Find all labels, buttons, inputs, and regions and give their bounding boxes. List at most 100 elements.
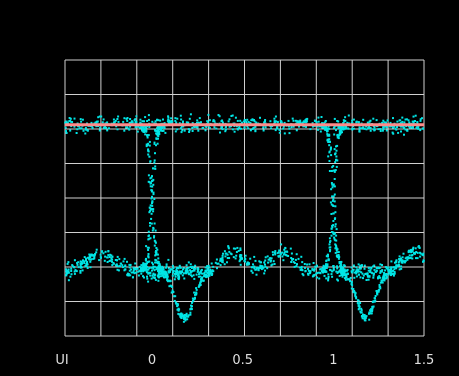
trace-point — [399, 122, 402, 125]
trace-point — [412, 126, 414, 129]
trace-point — [234, 116, 237, 119]
trace-point — [325, 255, 328, 258]
trace-point — [375, 290, 378, 292]
trace-point — [297, 257, 300, 260]
trace-point — [346, 268, 349, 271]
trace-point — [329, 147, 332, 150]
trace-point — [400, 130, 402, 133]
trace-point — [410, 248, 413, 251]
trace-point — [274, 250, 277, 253]
trace-point — [273, 263, 276, 265]
trace-point — [192, 274, 195, 277]
trace-point — [172, 267, 175, 269]
trace-point — [414, 114, 417, 117]
trace-point — [405, 118, 408, 121]
trace-point — [142, 130, 145, 133]
trace-point — [149, 160, 152, 163]
trace-point — [163, 126, 166, 129]
trace-point — [368, 311, 371, 314]
trace-point — [245, 120, 248, 123]
trace-point — [254, 259, 257, 262]
trace-point — [181, 274, 184, 277]
trace-point — [378, 286, 381, 288]
trace-point — [232, 256, 235, 259]
trace-point — [69, 119, 71, 122]
trace-point — [391, 126, 394, 129]
trace-point — [183, 314, 186, 317]
trace-point — [141, 126, 143, 129]
trace-point — [159, 119, 162, 122]
x-tick-label: 1.5 — [414, 353, 435, 368]
trace-point — [142, 263, 145, 266]
trace-point — [340, 260, 343, 263]
trace-point — [315, 121, 318, 123]
trace-point — [143, 120, 145, 123]
trace-point — [187, 128, 190, 130]
trace-point — [224, 126, 227, 129]
trace-point — [342, 274, 344, 276]
trace-point — [141, 120, 144, 123]
trace-point — [416, 125, 419, 128]
trace-point — [117, 269, 120, 272]
trace-point — [343, 277, 346, 280]
trace-point — [191, 122, 194, 125]
trace-point — [409, 125, 412, 128]
trace-point — [193, 269, 196, 272]
trace-point — [95, 122, 98, 124]
trace-point — [379, 266, 382, 269]
trace-point — [358, 129, 361, 132]
trace-point — [345, 276, 348, 279]
trace-point — [128, 263, 131, 266]
trace-point — [324, 266, 327, 269]
trace-point — [234, 257, 237, 260]
trace-point — [221, 128, 224, 131]
trace-point — [284, 253, 287, 256]
trace-point — [192, 299, 194, 302]
trace-point — [70, 120, 73, 123]
trace-point — [382, 275, 385, 278]
trace-point — [255, 273, 258, 276]
trace-point — [341, 125, 344, 128]
trace-point — [168, 270, 171, 273]
trace-point — [334, 247, 337, 250]
trace-point — [335, 247, 338, 250]
trace-point — [106, 129, 109, 132]
trace-point — [138, 265, 141, 268]
trace-point — [289, 247, 292, 250]
trace-point — [75, 132, 78, 134]
trace-point — [335, 254, 338, 257]
trace-point — [127, 274, 130, 277]
trace-point — [126, 119, 129, 122]
trace-point — [153, 159, 156, 162]
trace-point — [263, 261, 266, 264]
trace-point — [399, 259, 401, 262]
trace-point — [114, 119, 117, 122]
trace-point — [134, 267, 137, 270]
trace-point — [368, 127, 371, 130]
trace-point — [272, 253, 274, 256]
trace-point — [266, 267, 269, 270]
trace-point — [303, 263, 306, 265]
trace-point — [376, 291, 379, 294]
trace-point — [241, 257, 244, 260]
trace-point — [355, 266, 358, 269]
trace-point — [332, 268, 335, 271]
trace-point — [171, 268, 174, 271]
trace-point — [190, 270, 193, 273]
trace-point — [177, 277, 180, 280]
trace-point — [411, 257, 414, 260]
trace-point — [65, 132, 68, 134]
trace-point — [73, 270, 76, 273]
trace-point — [150, 212, 153, 215]
trace-point — [232, 247, 235, 250]
trace-point — [330, 154, 333, 157]
trace-point — [145, 143, 148, 146]
trace-point — [95, 251, 98, 254]
trace-point — [191, 126, 194, 129]
trace-point — [328, 134, 331, 137]
trace-point — [333, 200, 336, 203]
trace-point — [76, 128, 79, 131]
trace-point — [347, 127, 350, 130]
trace-point — [383, 273, 386, 276]
trace-point — [155, 266, 158, 269]
